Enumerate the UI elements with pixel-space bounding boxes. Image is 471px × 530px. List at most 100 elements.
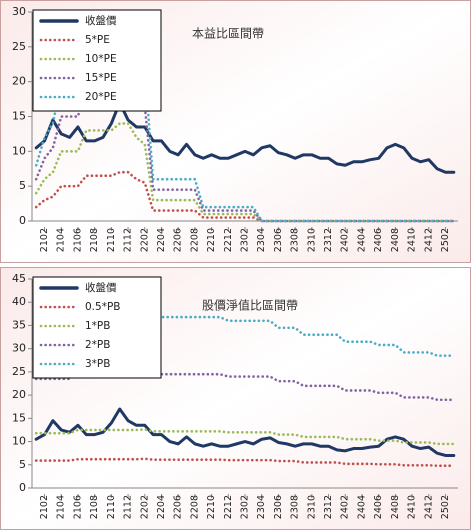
x-tick-label: 2210 (206, 228, 217, 252)
x-tick-group: 2310 (306, 494, 317, 519)
x-tick-group: 2212 (223, 494, 234, 519)
x-tick-label: 2204 (156, 228, 167, 252)
x-tick-label: 2204 (156, 495, 167, 519)
x-tick-group: 2402 (340, 494, 351, 519)
x-tick-group: 2502 (440, 227, 451, 252)
legend-box (32, 9, 162, 112)
x-tick-label: 2206 (173, 228, 184, 252)
legend-label: 10*PE (85, 53, 117, 65)
x-tick-label: 2208 (189, 495, 200, 519)
x-tick-group: 2308 (290, 494, 301, 519)
chart-title: 股價淨值比區間帶 (202, 298, 298, 313)
legend-label: 2*PB (85, 339, 110, 351)
x-tick-group: 2206 (173, 227, 184, 252)
x-tick-label: 2310 (306, 495, 317, 519)
x-tick-label: 2406 (373, 495, 384, 519)
x-tick-label: 2410 (407, 228, 418, 252)
x-tick-group: 2202 (139, 494, 150, 519)
x-tick-label: 2402 (340, 228, 351, 252)
x-tick-group: 2206 (173, 494, 184, 519)
legend-label: 收盤價 (85, 14, 117, 27)
x-tick-group: 2204 (156, 227, 167, 252)
series-line (34, 101, 456, 174)
x-tick-group: 2108 (89, 227, 100, 252)
x-tick-group: 2404 (356, 227, 367, 252)
x-tick-label: 2202 (139, 495, 150, 519)
x-tick-label: 2202 (139, 228, 150, 252)
x-tick-group: 2108 (89, 494, 100, 519)
y-tick-label: 25 (12, 365, 26, 378)
y-tick-label: 0 (19, 481, 26, 494)
x-tick-label: 2212 (223, 495, 234, 519)
y-tick-label: 5 (19, 179, 26, 192)
x-tick-label: 2208 (189, 228, 200, 252)
x-tick-label: 2502 (440, 495, 451, 519)
x-tick-label: 2312 (323, 228, 334, 252)
x-tick-label: 2106 (72, 228, 83, 252)
x-tick-group: 2208 (189, 494, 200, 519)
y-tick-label: 20 (12, 75, 26, 88)
x-tick-group: 2412 (423, 494, 434, 519)
x-tick-label: 2502 (440, 228, 451, 252)
legend-label: 0.5*PB (85, 301, 120, 313)
y-tick-label: 10 (12, 144, 26, 157)
x-tick-group: 2408 (390, 227, 401, 252)
x-tick-group: 2210 (206, 227, 217, 252)
x-tick-group: 2308 (290, 227, 301, 252)
x-tick-label: 2404 (356, 495, 367, 519)
x-tick-group: 2402 (340, 227, 351, 252)
x-tick-group: 2112 (123, 494, 134, 519)
legend-box (32, 276, 162, 379)
x-tick-label: 2306 (273, 228, 284, 252)
x-tick-group: 2304 (256, 494, 267, 519)
x-tick-group: 2312 (323, 227, 334, 252)
x-tick-label: 2310 (306, 228, 317, 252)
x-tick-label: 2408 (390, 495, 401, 519)
series-line (34, 170, 456, 223)
legend-label: 5*PE (85, 34, 110, 46)
x-tick-group: 2306 (273, 227, 284, 252)
x-tick-group: 2106 (72, 494, 83, 519)
y-tick-label: 5 (19, 458, 26, 471)
x-tick-group: 2208 (189, 227, 200, 252)
x-tick-label: 2106 (72, 495, 83, 519)
x-tick-label: 2304 (256, 495, 267, 519)
x-tick-label: 2304 (256, 228, 267, 252)
series-line (34, 122, 456, 223)
y-tick-label: 40 (12, 295, 26, 308)
x-tick-label: 2412 (423, 228, 434, 252)
x-tick-label: 2104 (56, 495, 67, 519)
y-tick-label: 10 (12, 435, 26, 448)
x-tick-group: 2106 (72, 227, 83, 252)
x-tick-label: 2302 (240, 228, 251, 252)
x-tick-label: 2212 (223, 228, 234, 252)
y-tick-label: 45 (12, 272, 26, 285)
x-tick-group: 2104 (56, 227, 67, 252)
legend-label: 1*PB (85, 320, 110, 332)
x-tick-group: 2410 (407, 227, 418, 252)
x-tick-group: 2406 (373, 494, 384, 519)
y-tick-label: 15 (12, 411, 26, 424)
x-tick-label: 2308 (290, 495, 301, 519)
x-tick-label: 2110 (106, 495, 117, 519)
x-tick-group: 2204 (156, 494, 167, 519)
x-tick-group: 2304 (256, 227, 267, 252)
x-tick-group: 2408 (390, 494, 401, 519)
x-tick-label: 2302 (240, 495, 251, 519)
series-line (34, 457, 456, 468)
x-tick-label: 2102 (39, 228, 50, 252)
x-tick-group: 2210 (206, 494, 217, 519)
x-tick-label: 2412 (423, 495, 434, 519)
x-tick-group: 2302 (240, 227, 251, 252)
x-tick-label: 2112 (123, 495, 134, 519)
y-tick-label: 35 (12, 318, 26, 331)
x-tick-label: 2402 (340, 495, 351, 519)
x-tick-group: 2212 (223, 227, 234, 252)
x-tick-group: 2102 (39, 494, 50, 519)
y-tick-label: 30 (12, 342, 26, 355)
x-tick-group: 2306 (273, 494, 284, 519)
x-tick-label: 2102 (39, 495, 50, 519)
x-tick-label: 2108 (89, 228, 100, 252)
legend-label: 3*PB (85, 358, 110, 370)
x-tick-label: 2206 (173, 495, 184, 519)
